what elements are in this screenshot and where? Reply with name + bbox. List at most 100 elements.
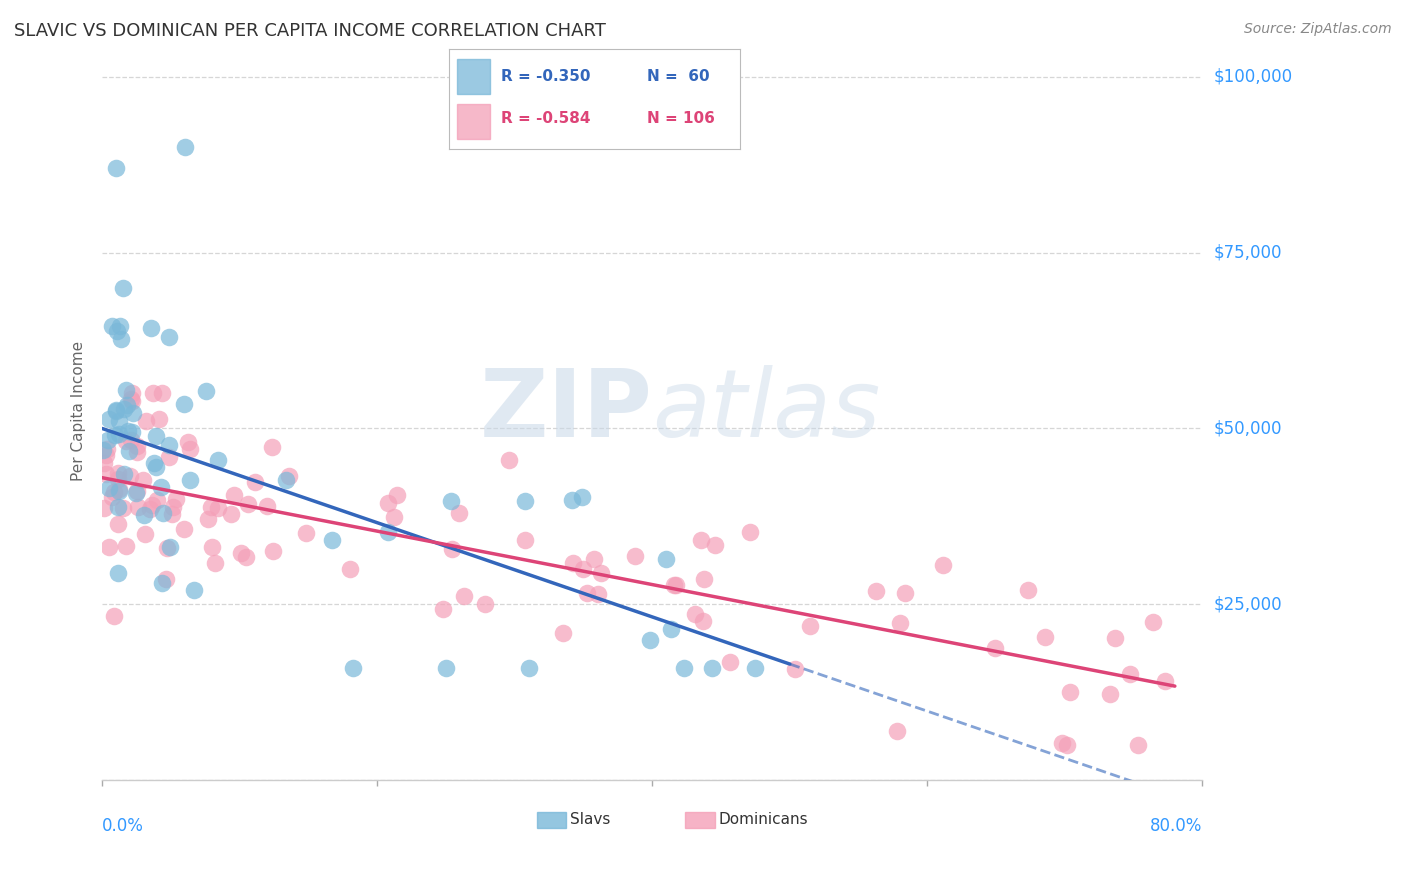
Point [112, 402, 135, 417]
Point [103, 609, 125, 624]
Point [150, 386, 173, 401]
Point [236, 497, 259, 511]
Point [121, 386, 143, 401]
Point [659, 622, 682, 636]
Point [517, 660, 540, 674]
Point [157, 330, 180, 344]
Point [235, 549, 257, 564]
Point [121, 394, 143, 409]
Point [91, 443, 114, 458]
Point [738, 524, 761, 539]
Point [139, 501, 162, 516]
Point [183, 582, 205, 597]
Point [582, 552, 605, 566]
Point [97, 412, 120, 426]
Point [165, 492, 187, 507]
Point [111, 500, 134, 515]
Point [1056, 738, 1078, 752]
Bar [537, 812, 567, 828]
Point [638, 632, 661, 647]
Point [654, 552, 676, 566]
Point [132, 473, 155, 487]
Point [321, 533, 343, 547]
Point [689, 533, 711, 548]
Point [377, 495, 399, 509]
Point [262, 440, 284, 454]
Point [127, 500, 149, 514]
Point [150, 480, 173, 494]
Text: Source: ZipAtlas.com: Source: ZipAtlas.com [1244, 22, 1392, 37]
Point [586, 587, 609, 601]
Point [179, 473, 201, 487]
Point [148, 412, 170, 426]
Point [96, 467, 118, 482]
Point [382, 510, 405, 524]
Point [96, 442, 118, 457]
Point [662, 578, 685, 592]
Point [262, 543, 284, 558]
Point [673, 660, 696, 674]
Text: $50,000: $50,000 [1213, 419, 1282, 437]
Point [204, 556, 226, 570]
Point [101, 490, 124, 504]
Point [155, 572, 177, 586]
Point [474, 597, 496, 611]
Point [121, 425, 143, 440]
Point [97, 434, 120, 448]
Point [932, 558, 955, 573]
Point [277, 468, 299, 483]
Point [197, 512, 219, 526]
Point [152, 506, 174, 520]
Point [589, 566, 612, 581]
Point [498, 453, 520, 467]
Text: SLAVIC VS DOMINICAN PER CAPITA INCOME CORRELATION CHART: SLAVIC VS DOMINICAN PER CAPITA INCOME CO… [14, 22, 606, 40]
Point [339, 562, 361, 576]
Point [173, 397, 195, 411]
Text: $100,000: $100,000 [1213, 68, 1292, 86]
Point [156, 541, 179, 555]
Point [221, 507, 243, 521]
Point [146, 493, 169, 508]
Point [1153, 674, 1175, 689]
Point [125, 486, 148, 500]
Point [222, 488, 245, 502]
Point [294, 526, 316, 541]
Point [98, 540, 121, 554]
Text: atlas: atlas [652, 366, 880, 457]
Point [571, 491, 593, 505]
Point [513, 533, 536, 547]
Point [142, 456, 165, 470]
Point [134, 508, 156, 523]
Point [799, 619, 821, 633]
Point [94, 448, 117, 462]
Point [104, 428, 127, 442]
Point [125, 483, 148, 498]
Point [120, 433, 142, 447]
Point [1126, 738, 1149, 752]
Point [561, 556, 583, 570]
Point [453, 589, 475, 603]
Y-axis label: Per Capita Income: Per Capita Income [72, 341, 86, 481]
Point [107, 500, 129, 514]
Point [108, 426, 131, 441]
Point [201, 540, 224, 554]
Point [704, 537, 727, 551]
Point [159, 540, 181, 554]
Point [195, 384, 218, 398]
Point [886, 723, 908, 738]
Point [571, 562, 593, 576]
Point [111, 281, 134, 295]
Point [984, 640, 1007, 655]
Point [118, 443, 141, 458]
Point [173, 140, 195, 154]
Point [97, 481, 120, 495]
Point [385, 488, 408, 502]
Point [145, 428, 167, 442]
Point [173, 522, 195, 536]
Text: ZIP: ZIP [479, 365, 652, 457]
Point [702, 660, 724, 674]
Point [107, 566, 129, 580]
Point [200, 500, 222, 514]
Point [114, 539, 136, 553]
Point [105, 402, 128, 417]
